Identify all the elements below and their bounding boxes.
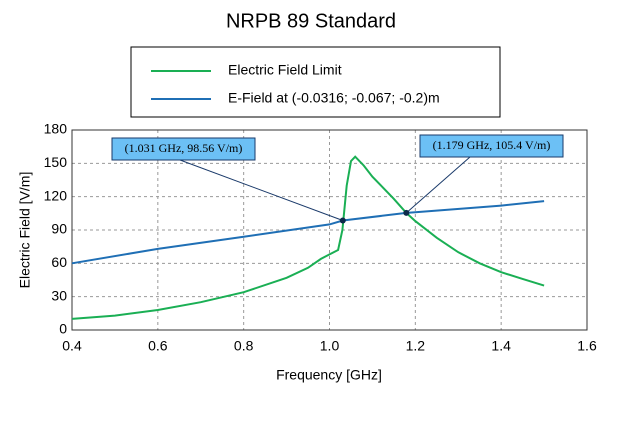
x-tick-label: 0.4 xyxy=(62,338,82,354)
legend-label: E-Field at (-0.0316; -0.067; -0.2)m xyxy=(228,90,440,106)
y-tick-label: 30 xyxy=(51,287,67,303)
x-tick-label: 0.6 xyxy=(148,338,168,354)
annotation-leader xyxy=(179,159,343,221)
legend-box xyxy=(130,46,501,118)
chart-title: NRPB 89 Standard xyxy=(226,10,396,32)
series-line xyxy=(71,155,545,320)
annotation-box xyxy=(419,134,564,158)
x-tick-label: 1.2 xyxy=(406,338,426,354)
annotation-text: (1.031 GHz, 98.56 V/m) xyxy=(125,141,243,155)
annotation-text: (1.179 GHz, 105.4 V/m) xyxy=(433,138,551,152)
annotation-box xyxy=(111,137,256,161)
plot-frame xyxy=(71,129,588,331)
y-tick-label: 150 xyxy=(44,154,68,170)
annotation-point xyxy=(403,209,410,216)
y-tick-label: 120 xyxy=(44,187,68,203)
y-axis-label: Electric Field [V/m] xyxy=(17,172,33,289)
y-tick-label: 180 xyxy=(44,121,68,137)
annotation-point xyxy=(339,217,346,224)
x-tick-label: 1.0 xyxy=(320,338,340,354)
y-tick-label: 60 xyxy=(51,254,67,270)
legend-label: Electric Field Limit xyxy=(228,62,342,78)
x-tick-label: 1.6 xyxy=(577,338,597,354)
annotation-leader xyxy=(405,156,471,214)
x-tick-label: 1.4 xyxy=(491,338,511,354)
x-tick-label: 0.8 xyxy=(234,338,254,354)
y-tick-label: 0 xyxy=(59,321,67,337)
y-tick-label: 90 xyxy=(51,221,67,237)
x-axis-label: Frequency [GHz] xyxy=(276,367,382,383)
